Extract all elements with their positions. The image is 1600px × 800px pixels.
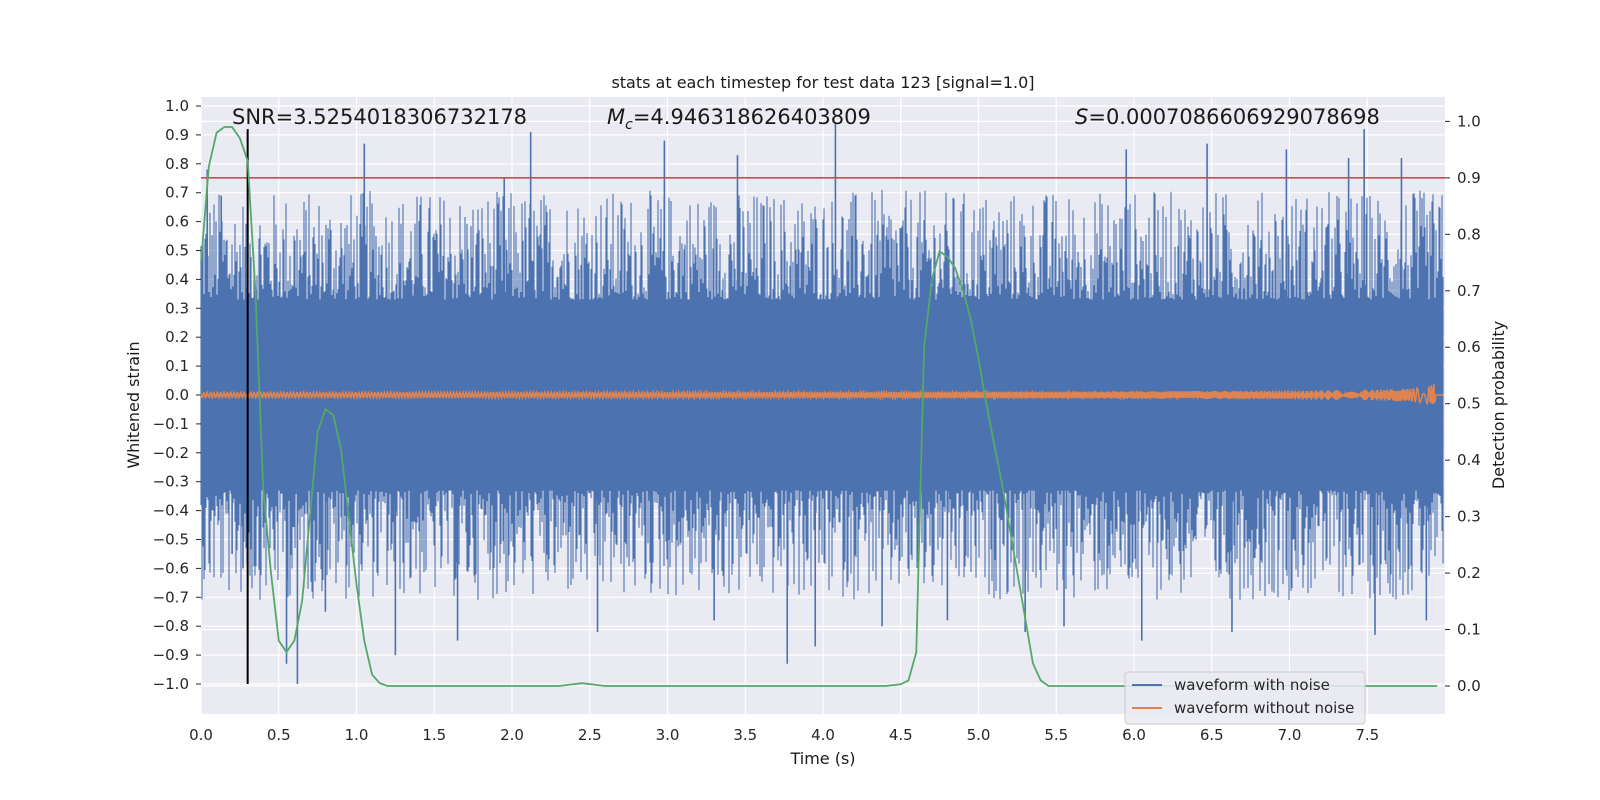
y-axis-ticks: 1.0 0.9 0.8 0.7 0.6 0.5 0.4 0.3 0.2 0.1 0.0 −0.1 −0.… [153,97,201,693]
y-tick-label: 0.7 [165,184,189,202]
y2-tick-label: 0.2 [1457,564,1481,582]
legend: waveform with noise waveform without noi… [1124,671,1366,725]
y-tick-label: −0.7 [153,588,189,606]
legend-label-clean: waveform without noise [1174,699,1354,717]
y-tick-label: −0.5 [153,531,189,549]
y2-tick-label: 0.8 [1457,225,1481,243]
y2-tick-label: 0.7 [1457,282,1481,300]
x-tick-label: 1.5 [422,726,446,744]
mc-symbol: M [607,105,625,129]
x-tick-label: 6.5 [1200,726,1224,744]
x-axis-label: Time (s) [789,749,855,768]
x-tick-label: 2.0 [500,726,524,744]
x-tick-label: 7.0 [1278,726,1302,744]
y2-axis-ticks: 1.0 0.9 0.8 0.7 0.6 0.5 0.4 0.3 0.2 0.1 0.0 [1445,112,1481,695]
x-tick-label: 4.0 [811,726,835,744]
y-tick-label: −0.4 [153,502,189,520]
s-annotation: S=0.0007086606929078698 [1075,105,1380,129]
y2-tick-label: 0.5 [1457,395,1481,413]
y2-tick-label: 0.0 [1457,677,1481,695]
y-tick-label: −0.1 [153,415,189,433]
x-tick-label: 3.5 [733,726,757,744]
y-tick-label: 0.0 [165,386,189,404]
legend-box [1124,671,1366,725]
chirp-mass-annotation: Mc=4.946318626403809 [607,105,871,133]
s-symbol: S [1075,105,1088,129]
y-tick-label: 0.5 [165,242,189,260]
y-tick-label: −1.0 [153,675,189,693]
clean-waveform-line [200,383,1437,407]
noise-fill-path [200,189,1444,601]
y-tick-label: 1.0 [165,97,189,115]
y2-tick-label: 0.3 [1457,508,1481,526]
mc-value: =4.946318626403809 [633,105,871,129]
y-tick-label: 0.4 [165,270,189,288]
legend-label-noise: waveform with noise [1174,676,1330,694]
x-axis-ticks: 0.0 0.5 1.0 1.5 2.0 2.5 3.0 3.5 4.0 4.5 5.0 5.5 6.0 6… [189,726,1379,744]
y2-tick-label: 0.1 [1457,621,1481,639]
y2-axis-label: Detection probability [1489,321,1508,489]
x-tick-label: 5.0 [967,726,991,744]
y-tick-label: −0.6 [153,559,189,577]
y-tick-label: 0.1 [165,357,189,375]
probability-line [200,126,1438,687]
y-tick-label: −0.8 [153,617,189,635]
y-tick-label: 0.3 [165,299,189,317]
y2-tick-label: 0.4 [1457,451,1481,469]
chart-title: stats at each timestep for test data 123… [611,73,1034,92]
x-tick-label: 2.5 [578,726,602,744]
x-tick-label: 1.0 [345,726,369,744]
y-tick-label: 0.8 [165,155,189,173]
y2-tick-label: 0.9 [1457,169,1481,187]
y-tick-label: −0.9 [153,646,189,664]
x-tick-label: 3.0 [656,726,680,744]
x-tick-label: 0.5 [267,726,291,744]
x-tick-label: 6.0 [1122,726,1146,744]
x-tick-label: 5.5 [1044,726,1068,744]
snr-annotation: SNR=3.5254018306732178 [232,105,527,129]
y-tick-label: 0.6 [165,213,189,231]
x-tick-label: 0.0 [189,726,213,744]
y-tick-label: 0.2 [165,328,189,346]
mc-subscript: c [625,117,633,133]
y-axis-label: Whitened strain [124,341,143,468]
x-tick-label: 4.5 [889,726,913,744]
y-tick-label: −0.2 [153,444,189,462]
y2-tick-label: 1.0 [1457,112,1481,130]
y-tick-label: 0.9 [165,126,189,144]
y2-tick-label: 0.6 [1457,338,1481,356]
clean-series [200,383,1444,407]
x-tick-label: 7.5 [1355,726,1379,744]
y-tick-label: −0.3 [153,473,189,491]
s-value: =0.0007086606929078698 [1088,105,1380,129]
